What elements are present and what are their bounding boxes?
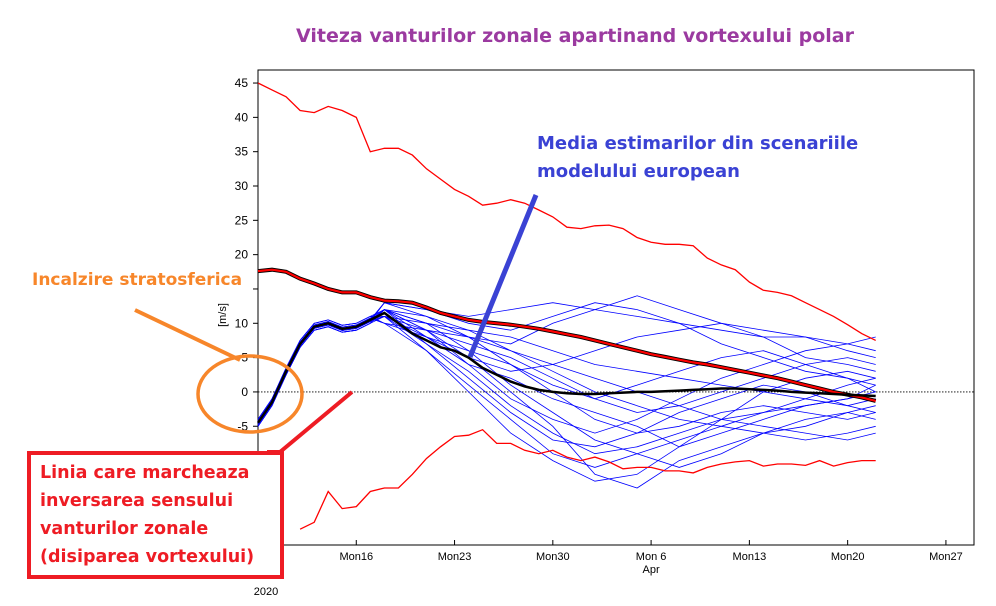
ensemble-mean-line [256,311,876,424]
x-year-label: 2020 [254,586,278,598]
y-tick-label: 30 [235,179,249,193]
annotation-line: modelului european [537,161,740,182]
y-tick-label: 20 [235,248,249,262]
x-tick-label: Mon20 [831,551,865,563]
x-tick-label: Mon16 [339,551,373,563]
annotation-line: Media estimarilor din scenariile [537,133,859,154]
y-tick-label: 10 [235,316,249,330]
y-tick-label: -5 [237,419,248,433]
climatology-line [257,268,876,402]
ensemble-member-line [257,302,876,424]
min-line [299,428,876,530]
ensemble-member-line [257,302,876,424]
y-tick-label: 40 [235,110,249,124]
annotation-line: (disiparea vortexului) [40,547,255,567]
y-tick-label: 35 [235,145,249,159]
x-tick-label: Mon13 [733,551,767,563]
x-tick-label: Mon 6 [636,551,667,563]
x-tick-label: Mon27 [929,551,963,563]
max-line [257,82,876,341]
x-tick-sublabel: Apr [643,564,660,576]
y-axis-label: [m/s] [217,303,229,327]
ensemble-member-line [257,309,876,489]
x-tick-label: Mon30 [536,551,570,563]
y-tick-label: 25 [235,213,249,227]
annotation-ensemble-mean: Media estimarilor din scenariile modelul… [537,130,858,186]
blue-pointer-line [467,194,539,358]
y-tick-label: 0 [241,385,248,399]
annotation-stratospheric-warming: Incalzire stratosferica [32,270,243,290]
red-pointer-line [267,390,354,454]
annotation-line: inversarea sensului [40,491,234,511]
orange-pointer-line [134,308,241,362]
orange-highlight-ellipse [196,354,304,434]
x-tick-label: Mon23 [438,551,472,563]
annotation-line: Linia care marcheaza [40,463,250,483]
annotation-reversal-box: Linia care marcheaza inversarea sensului… [27,451,284,579]
annotation-line: vanturilor zonale [40,519,209,539]
y-tick-label: 45 [235,76,249,90]
plot-frame [257,69,975,546]
chart-title: Viteza vanturilor zonale apartinand vort… [296,25,854,47]
